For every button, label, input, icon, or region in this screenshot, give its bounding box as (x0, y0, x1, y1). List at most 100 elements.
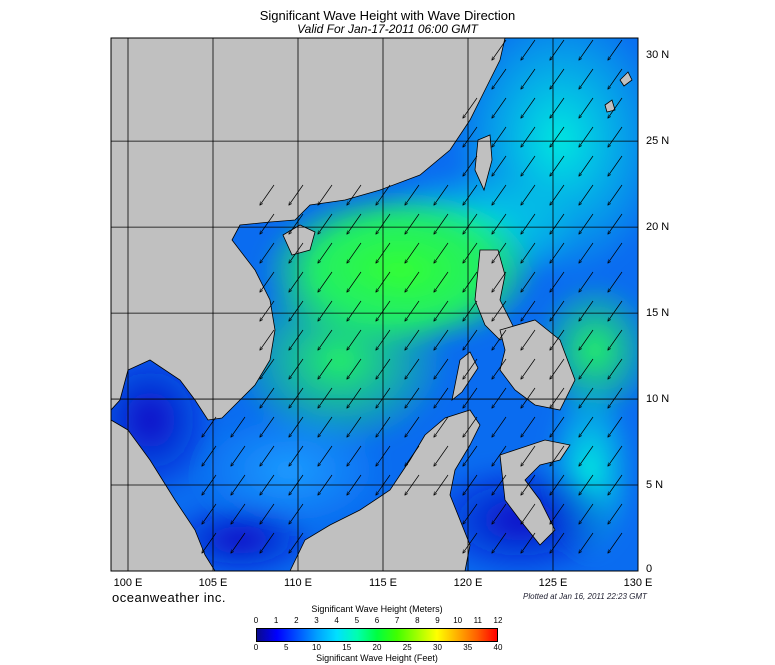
wave-direction-arrow (492, 416, 507, 437)
wave-direction-arrow (608, 242, 623, 263)
colorbar-feet-tick: 20 (372, 643, 382, 652)
colorbar-feet-tick: 35 (463, 643, 473, 652)
wave-direction-arrow (492, 184, 507, 205)
wave-direction-arrow (492, 213, 507, 234)
wave-direction-arrow (463, 271, 478, 292)
latitude-label: 25 N (646, 135, 670, 148)
colorbar-meter-tick: 2 (294, 616, 299, 625)
wave-direction-arrow (231, 503, 246, 524)
wave-direction-arrow (434, 358, 449, 379)
colorbar-title-meters: Significant Wave Height (Meters) (311, 604, 443, 614)
wave-direction-arrow (434, 300, 449, 321)
wave-direction-arrow (550, 184, 565, 205)
latitude-label: 15 N (646, 307, 670, 320)
wave-direction-arrow (579, 39, 594, 60)
colorbar-meter-tick: 4 (334, 616, 339, 625)
wave-direction-arrow (463, 97, 478, 118)
wave-direction-arrow (463, 532, 478, 553)
wave-direction-arrow (579, 445, 594, 466)
wave-direction-arrow (318, 474, 333, 495)
longitude-label: 120 E (453, 577, 483, 589)
wave-direction-arrow (608, 126, 623, 147)
wave-direction-arrow (376, 213, 391, 234)
wave-direction-arrow (347, 300, 362, 321)
wave-direction-arrow (318, 329, 333, 350)
wave-direction-arrow (347, 474, 362, 495)
wave-direction-arrow (463, 329, 478, 350)
colorbar-meter-tick: 0 (253, 616, 259, 625)
colorbar-meter-tick: 1 (273, 616, 279, 625)
brand-logo: oceanweather inc. (112, 590, 227, 605)
taiwan (474, 134, 493, 192)
wave-direction-arrow (550, 242, 565, 263)
latitude-label: 5 N (646, 479, 664, 492)
wave-direction-arrow (376, 242, 391, 263)
mindanao (499, 319, 576, 411)
colorbar-feet-tick: 0 (253, 643, 259, 652)
wave-direction-arrow (521, 503, 536, 524)
wave-direction-arrow (550, 474, 565, 495)
wave-direction-arrow (434, 387, 449, 408)
land-masses (111, 38, 633, 571)
wave-direction-arrow (492, 271, 507, 292)
wave-direction-arrow (376, 300, 391, 321)
ryukyu-islands (604, 71, 633, 113)
colorbar-meter-tick: 5 (354, 616, 360, 625)
longitude-label: 130 E (623, 577, 653, 589)
wave-direction-arrow (579, 184, 594, 205)
wave-direction-arrow (550, 358, 565, 379)
wave-direction-arrow (202, 416, 217, 437)
wave-direction-arrow (492, 155, 507, 176)
wave-direction-arrow (579, 271, 594, 292)
wave-direction-arrow (463, 445, 478, 466)
wave-direction-arrow (231, 474, 246, 495)
wave-direction-arrow (521, 358, 536, 379)
wave-direction-arrow (202, 445, 217, 466)
wave-direction-arrow (579, 387, 594, 408)
wave-direction-arrow (579, 416, 594, 437)
wave-direction-arrow (260, 358, 275, 379)
wave-direction-arrow (260, 300, 275, 321)
wave-direction-arrow (579, 68, 594, 89)
wave-direction-arrow (463, 474, 478, 495)
colorbar-meter-tick: 11 (473, 616, 482, 625)
wave-direction-arrow (463, 213, 478, 234)
wave-direction-arrow (492, 474, 507, 495)
wave-direction-arrow (289, 213, 304, 234)
wave-direction-arrow (231, 416, 246, 437)
wave-direction-arrow (318, 242, 333, 263)
wave-direction-arrow (608, 97, 623, 118)
wave-direction-arrow (579, 97, 594, 118)
wave-direction-arrow (347, 213, 362, 234)
colorbar-meter-tick: 12 (493, 616, 503, 625)
longitude-label: 100 E (113, 577, 143, 589)
wave-direction-arrow (550, 97, 565, 118)
wave-direction-arrow (434, 184, 449, 205)
chart-title: Significant Wave Height with Wave Direct… (259, 8, 516, 23)
wave-direction-arrow (260, 213, 275, 234)
colorbar-feet-tick: 10 (312, 643, 321, 652)
wave-direction-arrow (289, 242, 304, 263)
wave-direction-arrow (405, 300, 420, 321)
wave-direction-arrow (550, 532, 565, 553)
wave-direction-arrow (434, 242, 449, 263)
wave-direction-arrow (521, 474, 536, 495)
wave-direction-arrow (376, 358, 391, 379)
wave-direction-arrow (608, 445, 623, 466)
colorbar-feet-tick: 40 (493, 643, 503, 652)
wave-direction-arrow (260, 387, 275, 408)
wave-direction-arrow (289, 329, 304, 350)
wave-direction-arrow (608, 532, 623, 553)
wave-direction-arrow (434, 445, 449, 466)
wave-direction-arrow (260, 271, 275, 292)
wave-direction-arrow (463, 155, 478, 176)
mainland-asia (111, 38, 506, 421)
sulawesi (499, 439, 571, 546)
wave-direction-arrow (434, 416, 449, 437)
wave-direction-arrow (405, 358, 420, 379)
wave-direction-arrow (550, 300, 565, 321)
wave-direction-arrow (608, 503, 623, 524)
wave-direction-arrow (521, 68, 536, 89)
wave-direction-arrow (405, 416, 420, 437)
wave-direction-arrow (318, 213, 333, 234)
